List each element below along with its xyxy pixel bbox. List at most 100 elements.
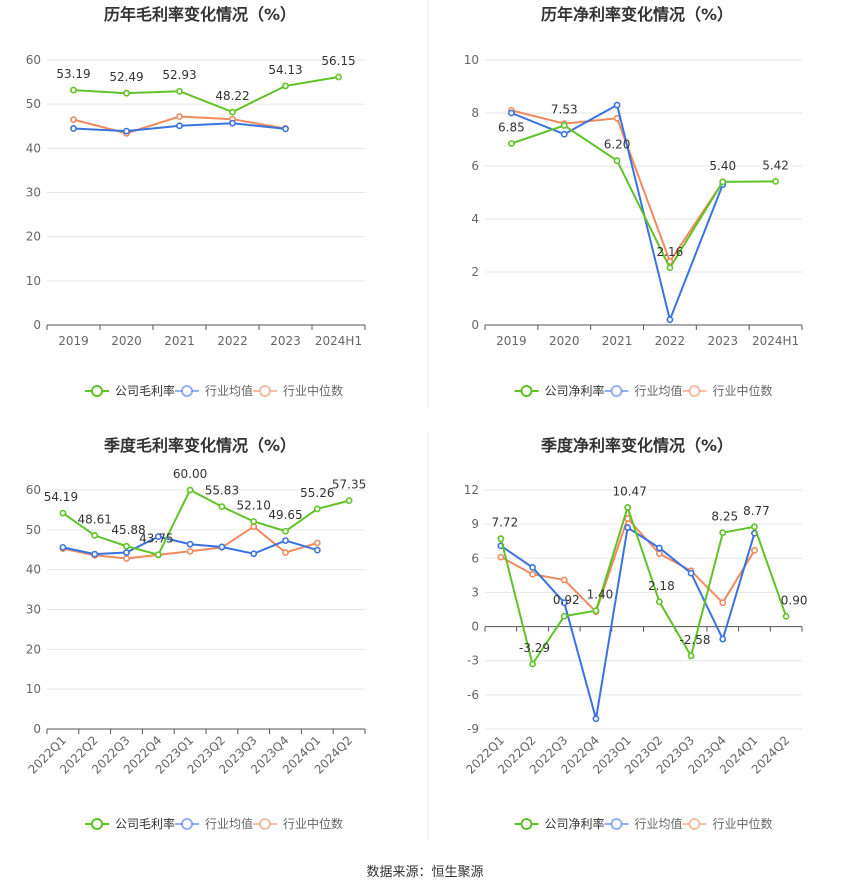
data-label: 5.42 bbox=[762, 158, 789, 172]
series-point-1 bbox=[186, 540, 194, 548]
series-point-1 bbox=[719, 635, 727, 643]
x-tick-label: 2020 bbox=[549, 334, 580, 348]
series-point-0 bbox=[59, 509, 67, 517]
series-point-2 bbox=[560, 576, 568, 584]
series-point-0 bbox=[719, 529, 727, 537]
y-tick-label: 0 bbox=[471, 318, 479, 332]
data-label: 6.20 bbox=[604, 138, 631, 152]
series-point-2 bbox=[719, 599, 727, 607]
series-point-1 bbox=[176, 122, 183, 130]
legend-swatch-marker-2 bbox=[688, 385, 701, 397]
series-point-1 bbox=[282, 125, 289, 133]
legend-swatch-marker-2 bbox=[259, 385, 271, 397]
y-tick-label: 20 bbox=[26, 230, 41, 244]
series-point-1 bbox=[666, 316, 674, 324]
x-tick-label: 2023 bbox=[707, 334, 738, 348]
series-point-0 bbox=[313, 505, 321, 513]
chart-title: 历年毛利率变化情况（%） bbox=[104, 5, 296, 24]
y-tick-label: 0 bbox=[33, 318, 41, 332]
series-point-2 bbox=[70, 116, 77, 124]
series-point-0 bbox=[751, 523, 758, 531]
y-tick-label: -3 bbox=[467, 654, 479, 668]
series-point-0 bbox=[229, 108, 236, 116]
series-point-0 bbox=[560, 122, 568, 129]
legend-label-1: 行业均值 bbox=[635, 816, 683, 831]
x-tick-label: 2024H1 bbox=[752, 334, 799, 348]
series-point-0 bbox=[282, 82, 289, 90]
series-point-1 bbox=[592, 715, 600, 723]
data-label: 57.35 bbox=[332, 478, 366, 492]
y-tick-label: 12 bbox=[464, 483, 479, 497]
series-point-0 bbox=[508, 140, 515, 147]
y-tick-label: 50 bbox=[26, 523, 41, 537]
legend-label-0: 公司净利率 bbox=[545, 816, 605, 831]
legend-label-2: 行业中位数 bbox=[283, 816, 343, 831]
series-point-1 bbox=[560, 130, 568, 138]
series-point-2 bbox=[123, 555, 130, 562]
data-label: 48.61 bbox=[78, 512, 112, 526]
data-label: -3.29 bbox=[519, 641, 550, 655]
series-point-1 bbox=[687, 569, 695, 577]
x-tick-label: 2019 bbox=[496, 334, 527, 348]
series-point-0 bbox=[624, 504, 632, 511]
series-point-1 bbox=[70, 125, 77, 132]
series-point-1 bbox=[313, 546, 321, 554]
data-label: 6.85 bbox=[498, 120, 525, 134]
x-tick-label: 2023 bbox=[270, 334, 301, 348]
y-tick-label: 50 bbox=[26, 97, 41, 111]
series-point-0 bbox=[687, 652, 695, 660]
legend-swatch-marker-0 bbox=[91, 385, 103, 397]
series-point-2 bbox=[751, 546, 758, 554]
y-tick-label: 0 bbox=[471, 620, 479, 634]
series-point-0 bbox=[719, 178, 727, 186]
legend: 公司毛利率 行业均值 行业中位数 bbox=[85, 816, 343, 831]
series-point-1 bbox=[655, 544, 663, 552]
data-label: -2.58 bbox=[680, 633, 711, 647]
data-label: 52.93 bbox=[162, 68, 196, 82]
legend-label-1: 行业均值 bbox=[205, 816, 253, 831]
series-point-2 bbox=[282, 549, 289, 556]
y-tick-label: -9 bbox=[467, 722, 479, 736]
series-point-1 bbox=[59, 543, 67, 551]
series-point-1 bbox=[123, 127, 130, 135]
x-tick-label: 2022 bbox=[655, 334, 686, 348]
y-tick-label: 60 bbox=[26, 53, 41, 67]
data-label: 0.90 bbox=[781, 593, 808, 607]
x-tick-label: 2021 bbox=[164, 334, 195, 348]
chart-quarterly-gross-margin: 季度毛利率变化情况（%）01020304050602022Q12022Q2202… bbox=[25, 436, 366, 831]
legend-swatch-marker-2 bbox=[259, 818, 271, 830]
series-point-1 bbox=[613, 101, 621, 109]
series-point-1 bbox=[508, 109, 515, 117]
series-point-0 bbox=[772, 177, 779, 185]
data-label: 1.40 bbox=[587, 588, 614, 602]
x-tick-label: 2021 bbox=[602, 334, 633, 348]
series-point-1 bbox=[529, 563, 536, 571]
y-tick-label: 30 bbox=[26, 186, 41, 200]
series-line-0 bbox=[511, 124, 776, 270]
data-label: 2.18 bbox=[648, 579, 675, 593]
legend-swatch-marker-1 bbox=[610, 385, 623, 397]
y-tick-label: 6 bbox=[471, 159, 479, 173]
chart-quarterly-net-margin: 季度净利率变化情况（%）-9-6-30369122022Q12022Q22022… bbox=[463, 436, 807, 831]
series-point-0 bbox=[282, 527, 289, 535]
series-point-1 bbox=[91, 550, 99, 558]
data-label: 53.19 bbox=[56, 67, 90, 81]
series-point-1 bbox=[229, 119, 236, 127]
series-point-0 bbox=[218, 503, 226, 511]
series-point-0 bbox=[186, 486, 194, 494]
data-label: 48.22 bbox=[215, 89, 249, 103]
legend-label-2: 行业中位数 bbox=[713, 816, 773, 831]
series-point-1 bbox=[624, 524, 632, 531]
series-point-0 bbox=[154, 551, 162, 559]
series-point-1 bbox=[250, 550, 258, 558]
data-label: 10.47 bbox=[612, 484, 646, 498]
data-label: 52.10 bbox=[237, 498, 271, 512]
series-point-0 bbox=[250, 518, 258, 525]
data-label: 5.40 bbox=[709, 159, 736, 173]
y-tick-label: 40 bbox=[26, 563, 41, 577]
series-point-0 bbox=[123, 89, 130, 97]
series-point-0 bbox=[345, 497, 353, 504]
series-point-0 bbox=[497, 535, 505, 543]
series-point-0 bbox=[70, 86, 77, 94]
chart-annual-net-margin: 历年净利率变化情况（%） 0 2 4 6 8 10 2019 2020 2021 2022 2023 2… bbox=[464, 5, 803, 398]
